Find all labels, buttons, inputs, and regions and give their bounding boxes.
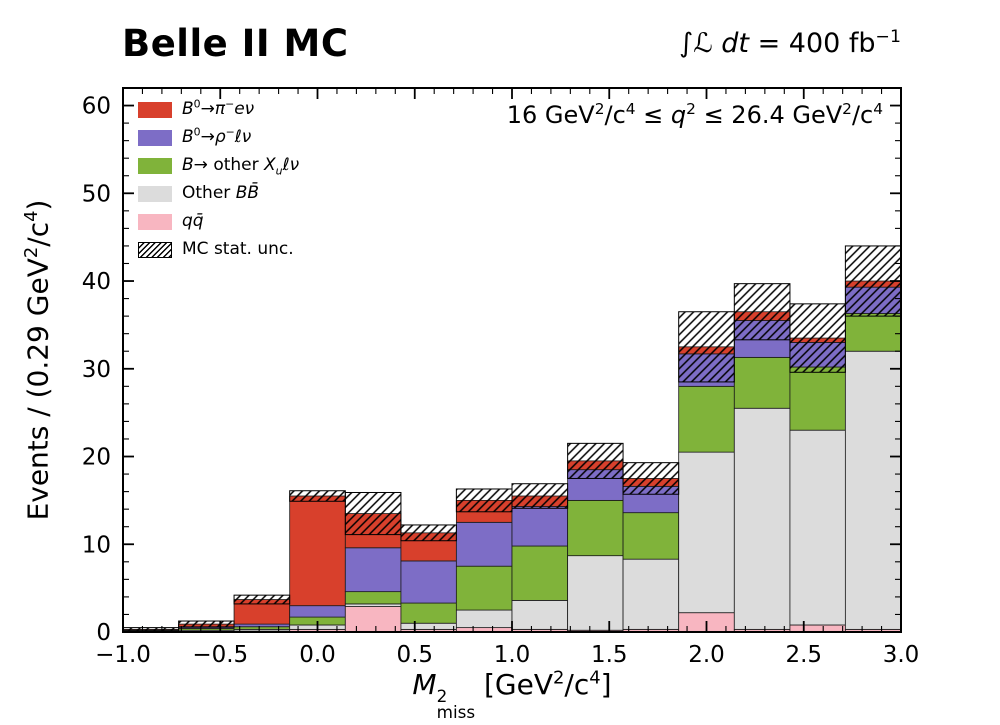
stat-unc-band (289, 490, 346, 502)
legend: B0→π−eν B0→ρ−ℓν B→ other Xuℓν Other BB̄ qq̄ M… (138, 97, 300, 258)
hatch-swatch-icon (138, 241, 172, 258)
y-tick-label: 10 (82, 532, 111, 558)
hist-segment-rholnu (400, 560, 457, 604)
hist-segment-qqbar (344, 606, 402, 633)
hist-segment-pienu (289, 495, 346, 607)
x-tick-label: 2.5 (785, 642, 822, 668)
x-axis-label: M 2 miss [GeV2/c4] (412, 667, 612, 723)
legend-label: B0→π−eν (182, 97, 255, 119)
luminosity-label: ∫ℒ dt = 400 fb−1 (679, 27, 901, 59)
hist-segment-xulnu (400, 602, 457, 624)
legend-label: B→ other Xuℓν (182, 155, 300, 178)
stat-unc-band (344, 491, 402, 536)
y-tick-label: 30 (82, 357, 111, 383)
hist-segment-otherbb (678, 451, 735, 614)
y-tick-label: 40 (82, 269, 111, 295)
y-tick-label: 20 (82, 445, 111, 471)
hist-segment-xulnu (789, 366, 846, 431)
hist-segment-otherbb (622, 558, 680, 630)
x-tick-label: 1.0 (494, 642, 531, 668)
legend-label: MC stat. unc. (182, 239, 294, 259)
legend-item-qqbar: qq̄ (138, 213, 299, 230)
legend-item-rholnu: B0→ρ−ℓν (138, 125, 299, 147)
hist-segment-rholnu (455, 521, 513, 567)
hist-segment-xulnu (678, 385, 735, 453)
x-tick-label: 0.5 (396, 642, 433, 668)
stat-unc-band (567, 442, 624, 479)
legend-item-otherbb: Other BB̄ (138, 185, 299, 202)
legend-label: B0→ρ−ℓν (182, 125, 252, 147)
stat-unc-band (789, 303, 846, 373)
stat-unc-band (122, 627, 180, 632)
hist-segment-xulnu (344, 591, 402, 605)
stat-unc-band (455, 488, 513, 513)
hist-segment-otherbb (789, 429, 846, 626)
color-swatch-icon (138, 185, 172, 202)
color-swatch-icon (138, 129, 172, 146)
hist-segment-xulnu (233, 626, 291, 630)
legend-label: Other BB̄ (182, 183, 260, 203)
hist-segment-qqbar (789, 624, 846, 633)
stat-unc-band (678, 311, 735, 383)
legend-label: qq̄ (182, 211, 204, 231)
legend-item-pienu: B0→π−eν (138, 97, 299, 119)
y-axis-label: Events / (0.29 GeV2/c4) (21, 199, 55, 521)
x-tick-label: 1.5 (591, 642, 628, 668)
hist-segment-xulnu (567, 499, 624, 557)
stat-unc-band (511, 483, 569, 509)
x-tick-label: −1.0 (95, 642, 151, 668)
y-tick-label: 60 (82, 94, 111, 120)
color-swatch-icon (138, 101, 172, 118)
stat-unc-band (622, 462, 680, 495)
hist-segment-otherbb (455, 609, 513, 629)
x-tick-label: −0.5 (192, 642, 248, 668)
x-tick-label: 3.0 (883, 642, 920, 668)
stacked-script: 2 miss (436, 686, 476, 723)
hist-segment-rholnu (511, 506, 569, 547)
color-swatch-icon (138, 157, 172, 174)
hist-segment-otherbb (844, 350, 902, 630)
hist-segment-xulnu (622, 512, 680, 560)
stat-unc-band (733, 283, 791, 341)
hist-segment-otherbb (511, 600, 569, 630)
hist-segment-xulnu (455, 565, 513, 611)
q2-range-annotation: 16 GeV2/c4 ≤ q2 ≤ 26.4 GeV2/c4 (506, 100, 883, 129)
hist-segment-xulnu (733, 356, 791, 409)
hist-segment-otherbb (567, 555, 624, 631)
hist-segment-otherbb (733, 407, 791, 630)
hist-segment-rholnu (344, 547, 402, 593)
hist-segment-otherbb (400, 622, 457, 630)
hist-segment-xulnu (844, 313, 902, 352)
y-tick-label: 0 (96, 620, 111, 646)
x-tick-label: 2.0 (688, 642, 725, 668)
x-tick-label: 0.0 (299, 642, 336, 668)
stat-unc-band (233, 594, 291, 605)
hist-segment-rholnu (289, 605, 346, 618)
stat-unc-band (400, 524, 457, 542)
stat-unc-band (178, 620, 235, 628)
legend-item-xulnu: B→ other Xuℓν (138, 155, 300, 178)
color-swatch-icon (138, 213, 172, 230)
y-tick-label: 50 (82, 181, 111, 207)
legend-item-mcstat: MC stat. unc. (138, 241, 299, 258)
hist-segment-xulnu (511, 545, 569, 601)
plot-title: Belle II MC (122, 22, 349, 65)
